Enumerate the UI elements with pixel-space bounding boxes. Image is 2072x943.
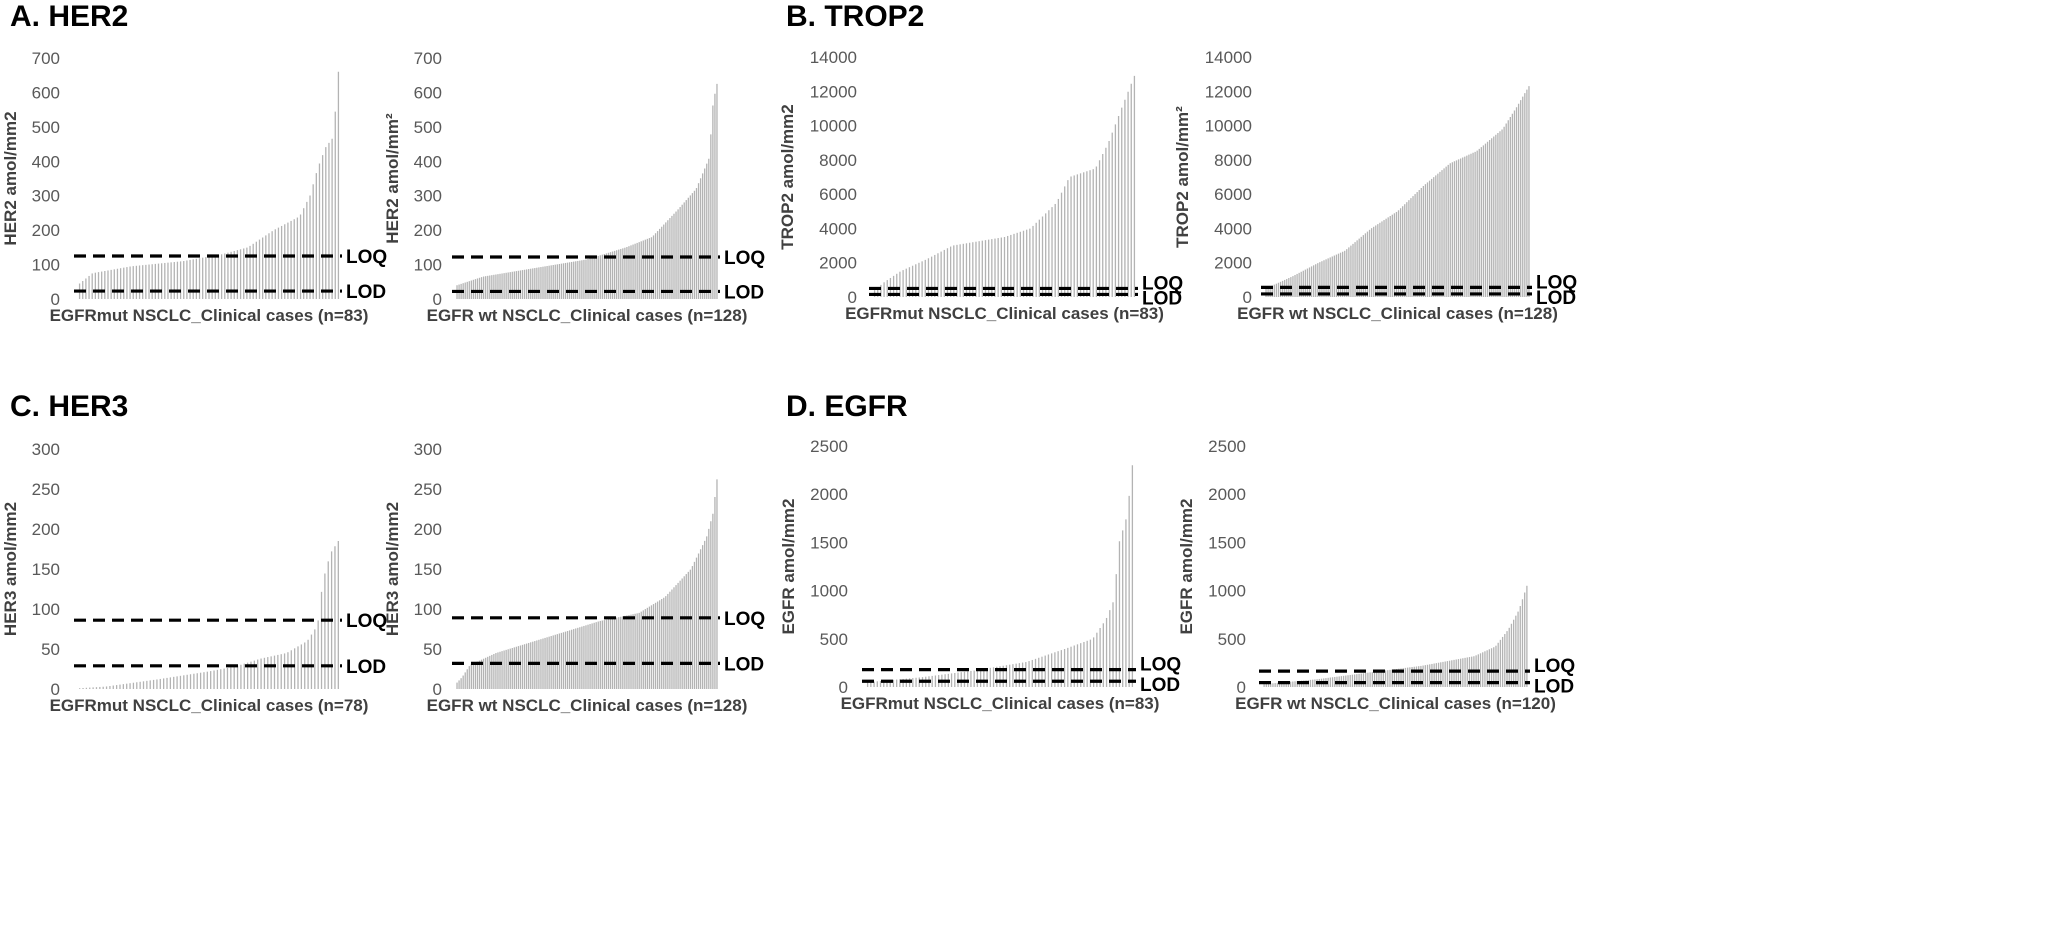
y-tick-label: 500 bbox=[820, 630, 848, 649]
loq-label: LOQ bbox=[724, 248, 765, 269]
y-tick-label: 0 bbox=[1237, 678, 1246, 697]
y-tick-label: 0 bbox=[433, 290, 442, 309]
y-tick-label: 150 bbox=[32, 560, 60, 579]
x-axis-title: EGFR wt NSCLC_Clinical cases (n=128) bbox=[1237, 304, 1558, 323]
y-tick-label: 2000 bbox=[1208, 485, 1246, 504]
y-tick-label: 200 bbox=[414, 221, 442, 240]
y-tick-label: 400 bbox=[32, 152, 60, 171]
y-tick-label: 100 bbox=[414, 256, 442, 275]
y-tick-label: 600 bbox=[32, 83, 60, 102]
y-tick-label: 1000 bbox=[810, 582, 848, 601]
y-axis-title: TROP2 amol/mm² bbox=[1173, 106, 1192, 248]
y-axis-title: TROP2 amol/mm2 bbox=[778, 104, 797, 250]
lod-label: LOD bbox=[346, 282, 386, 303]
y-tick-label: 2500 bbox=[1208, 437, 1246, 456]
y-tick-label: 2000 bbox=[1214, 254, 1252, 273]
loq-label: LOQ bbox=[1534, 656, 1575, 677]
y-tick-label: 500 bbox=[32, 118, 60, 137]
y-tick-label: 2000 bbox=[819, 254, 857, 273]
y-tick-label: 50 bbox=[41, 640, 60, 659]
y-tick-label: 300 bbox=[32, 440, 60, 459]
y-tick-label: 150 bbox=[414, 560, 442, 579]
y-tick-label: 0 bbox=[1243, 288, 1252, 307]
loq-label: LOQ bbox=[1142, 273, 1183, 294]
y-tick-label: 10000 bbox=[810, 117, 857, 136]
y-tick-label: 400 bbox=[414, 152, 442, 171]
x-axis-title: EGFRmut NSCLC_Clinical cases (n=78) bbox=[50, 696, 369, 715]
y-tick-label: 14000 bbox=[1205, 48, 1252, 67]
y-tick-label: 200 bbox=[32, 221, 60, 240]
y-tick-label: 700 bbox=[32, 49, 60, 68]
loq-label: LOQ bbox=[346, 247, 387, 268]
x-axis-title: EGFRmut NSCLC_Clinical cases (n=83) bbox=[841, 694, 1160, 713]
y-tick-label: 2000 bbox=[810, 485, 848, 504]
loq-label: LOQ bbox=[1536, 272, 1577, 293]
y-tick-label: 0 bbox=[848, 288, 857, 307]
y-tick-label: 700 bbox=[414, 49, 442, 68]
panel-title-her3: C. HER3 bbox=[10, 390, 129, 423]
y-tick-label: 4000 bbox=[819, 219, 857, 238]
lod-label: LOD bbox=[1536, 288, 1576, 309]
y-tick-label: 50 bbox=[423, 640, 442, 659]
y-tick-label: 100 bbox=[414, 600, 442, 619]
x-axis-title: EGFRmut NSCLC_Clinical cases (n=83) bbox=[845, 304, 1164, 323]
y-axis-title: EGFR amol/mm2 bbox=[1177, 498, 1196, 634]
y-axis-title: HER2 amol/mm2 bbox=[1, 111, 20, 245]
lod-label: LOD bbox=[1140, 675, 1180, 696]
x-axis-title: EGFRmut NSCLC_Clinical cases (n=83) bbox=[50, 306, 369, 325]
y-tick-label: 1500 bbox=[810, 533, 848, 552]
y-tick-label: 300 bbox=[414, 187, 442, 206]
y-axis-title: HER3 amol/mm2 bbox=[1, 502, 20, 636]
loq-label: LOQ bbox=[724, 609, 765, 630]
y-tick-label: 6000 bbox=[819, 185, 857, 204]
lod-label: LOD bbox=[346, 657, 386, 678]
lod-label: LOD bbox=[1534, 677, 1574, 698]
y-tick-label: 500 bbox=[1218, 630, 1246, 649]
y-tick-label: 300 bbox=[414, 440, 442, 459]
y-tick-label: 0 bbox=[51, 290, 60, 309]
lod-label: LOD bbox=[724, 282, 764, 303]
y-tick-label: 500 bbox=[414, 118, 442, 137]
y-tick-label: 200 bbox=[32, 520, 60, 539]
panel-title-egfr: D. EGFR bbox=[786, 390, 908, 423]
x-axis-title: EGFR wt NSCLC_Clinical cases (n=120) bbox=[1235, 694, 1556, 713]
y-tick-label: 0 bbox=[51, 680, 60, 699]
y-tick-label: 1000 bbox=[1208, 582, 1246, 601]
y-tick-label: 600 bbox=[414, 83, 442, 102]
y-tick-label: 0 bbox=[839, 678, 848, 697]
y-tick-label: 8000 bbox=[1214, 151, 1252, 170]
y-tick-label: 100 bbox=[32, 256, 60, 275]
y-tick-label: 10000 bbox=[1205, 117, 1252, 136]
y-tick-label: 14000 bbox=[810, 48, 857, 67]
y-tick-label: 12000 bbox=[810, 82, 857, 101]
lod-label: LOD bbox=[1142, 288, 1182, 309]
y-tick-label: 12000 bbox=[1205, 82, 1252, 101]
y-axis-title: HER3 amol/mm2 bbox=[383, 502, 402, 636]
y-tick-label: 100 bbox=[32, 600, 60, 619]
y-tick-label: 6000 bbox=[1214, 185, 1252, 204]
y-tick-label: 4000 bbox=[1214, 219, 1252, 238]
y-axis-title: HER2 amol/mm² bbox=[383, 113, 402, 244]
y-tick-label: 300 bbox=[32, 187, 60, 206]
loq-label: LOQ bbox=[346, 611, 387, 632]
y-tick-label: 8000 bbox=[819, 151, 857, 170]
lod-label: LOD bbox=[724, 654, 764, 675]
y-axis-title: EGFR amol/mm2 bbox=[779, 498, 798, 634]
loq-label: LOQ bbox=[1140, 655, 1181, 676]
y-tick-label: 1500 bbox=[1208, 533, 1246, 552]
y-tick-label: 0 bbox=[433, 680, 442, 699]
y-tick-label: 2500 bbox=[810, 437, 848, 456]
y-tick-label: 250 bbox=[32, 480, 60, 499]
y-tick-label: 250 bbox=[414, 480, 442, 499]
x-axis-title: EGFR wt NSCLC_Clinical cases (n=128) bbox=[427, 306, 748, 325]
panel-title-her2: A. HER2 bbox=[10, 0, 129, 33]
x-axis-title: EGFR wt NSCLC_Clinical cases (n=128) bbox=[427, 696, 748, 715]
y-tick-label: 200 bbox=[414, 520, 442, 539]
panel-title-trop2: B. TROP2 bbox=[786, 0, 925, 33]
